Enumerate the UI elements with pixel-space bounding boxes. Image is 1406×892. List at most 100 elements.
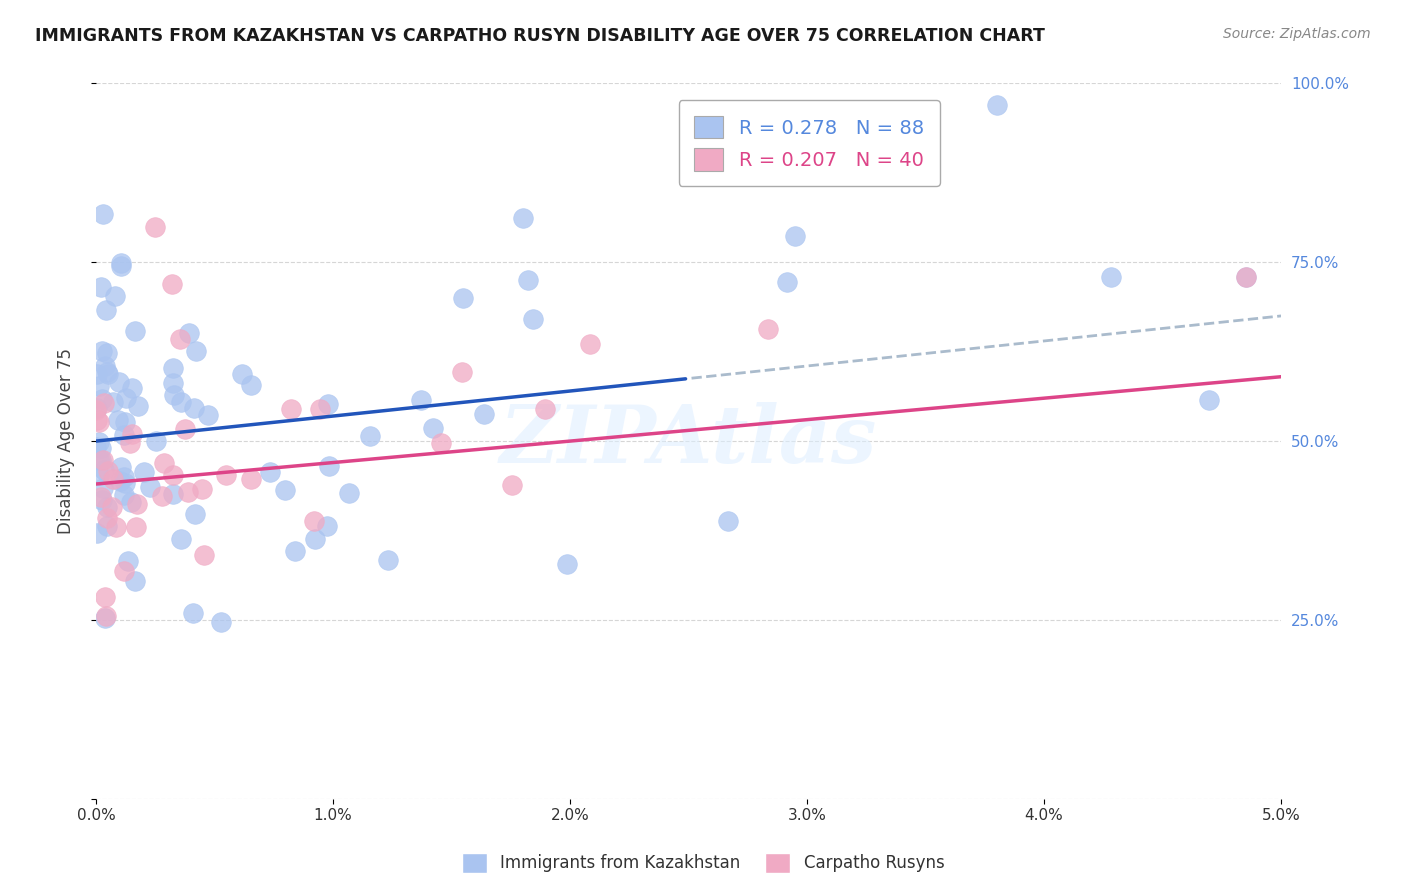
- Point: [783, 229, 806, 244]
- Point: [86, 403, 108, 417]
- Point: [231, 367, 253, 381]
- Point: [96, 519, 118, 533]
- Point: [91, 481, 114, 495]
- Point: [91, 207, 114, 221]
- Point: [90, 452, 112, 467]
- Point: [101, 472, 124, 486]
- Point: [121, 381, 143, 395]
- Point: [1198, 392, 1220, 407]
- Point: [193, 549, 215, 563]
- Point: [93, 611, 115, 625]
- Point: [127, 399, 149, 413]
- Point: [173, 422, 195, 436]
- Y-axis label: Disability Age Over 75: Disability Age Over 75: [58, 348, 75, 534]
- Point: [215, 468, 238, 483]
- Point: [183, 507, 205, 521]
- Point: [110, 474, 132, 488]
- Point: [96, 345, 118, 359]
- Point: [177, 485, 200, 500]
- Point: [162, 376, 184, 390]
- Text: IMMIGRANTS FROM KAZAKHSTAN VS CARPATHO RUSYN DISABILITY AGE OVER 75 CORRELATION : IMMIGRANTS FROM KAZAKHSTAN VS CARPATHO R…: [35, 27, 1045, 45]
- Point: [280, 401, 302, 416]
- Point: [316, 397, 339, 411]
- Point: [472, 407, 495, 421]
- Point: [579, 337, 602, 351]
- Point: [153, 457, 176, 471]
- Point: [315, 518, 337, 533]
- Point: [96, 511, 118, 525]
- Point: [309, 401, 332, 416]
- Point: [86, 367, 108, 381]
- Text: ZIPAtlas: ZIPAtlas: [501, 402, 877, 480]
- Point: [91, 492, 114, 507]
- Point: [86, 526, 108, 541]
- Point: [115, 391, 138, 405]
- Legend: R = 0.278   N = 88, R = 0.207   N = 40: R = 0.278 N = 88, R = 0.207 N = 40: [679, 100, 939, 186]
- Point: [160, 277, 183, 291]
- Point: [94, 359, 117, 374]
- Point: [124, 324, 146, 338]
- Point: [100, 500, 122, 515]
- Point: [430, 436, 453, 450]
- Point: [240, 378, 263, 392]
- Point: [240, 472, 263, 486]
- Point: [304, 532, 326, 546]
- Point: [105, 520, 128, 534]
- Point: [110, 259, 132, 273]
- Point: [91, 343, 114, 358]
- Point: [209, 615, 232, 629]
- Point: [377, 552, 399, 566]
- Point: [776, 275, 799, 289]
- Point: [96, 500, 118, 515]
- Text: Source: ZipAtlas.com: Source: ZipAtlas.com: [1223, 27, 1371, 41]
- Point: [337, 486, 360, 500]
- Point: [139, 480, 162, 494]
- Point: [197, 408, 219, 422]
- Point: [501, 477, 523, 491]
- Point: [717, 514, 740, 528]
- Point: [120, 436, 142, 450]
- Point: [110, 256, 132, 270]
- Point: [93, 396, 115, 410]
- Point: [90, 490, 112, 504]
- Point: [274, 483, 297, 497]
- Point: [150, 489, 173, 503]
- Point: [1099, 270, 1122, 285]
- Point: [143, 219, 166, 234]
- Point: [90, 441, 112, 455]
- Point: [110, 459, 132, 474]
- Point: [112, 428, 135, 442]
- Point: [107, 413, 129, 427]
- Point: [162, 467, 184, 482]
- Point: [191, 482, 214, 496]
- Point: [409, 393, 432, 408]
- Point: [124, 574, 146, 588]
- Point: [125, 520, 148, 534]
- Point: [534, 402, 557, 417]
- Point: [120, 495, 142, 509]
- Point: [89, 280, 111, 294]
- Point: [108, 375, 131, 389]
- Point: [359, 429, 381, 443]
- Point: [162, 486, 184, 500]
- Point: [125, 497, 148, 511]
- Point: [97, 464, 120, 478]
- Point: [145, 434, 167, 449]
- Point: [104, 289, 127, 303]
- Point: [259, 465, 281, 479]
- Point: [94, 608, 117, 623]
- Point: [517, 272, 540, 286]
- Point: [162, 361, 184, 376]
- Point: [87, 468, 110, 483]
- Point: [177, 326, 200, 341]
- Point: [87, 435, 110, 450]
- Point: [522, 311, 544, 326]
- Point: [86, 401, 108, 415]
- Point: [183, 401, 205, 416]
- Point: [96, 365, 118, 379]
- Point: [302, 514, 325, 528]
- Point: [91, 392, 114, 406]
- Point: [181, 606, 204, 620]
- Point: [450, 365, 472, 379]
- Point: [284, 544, 307, 558]
